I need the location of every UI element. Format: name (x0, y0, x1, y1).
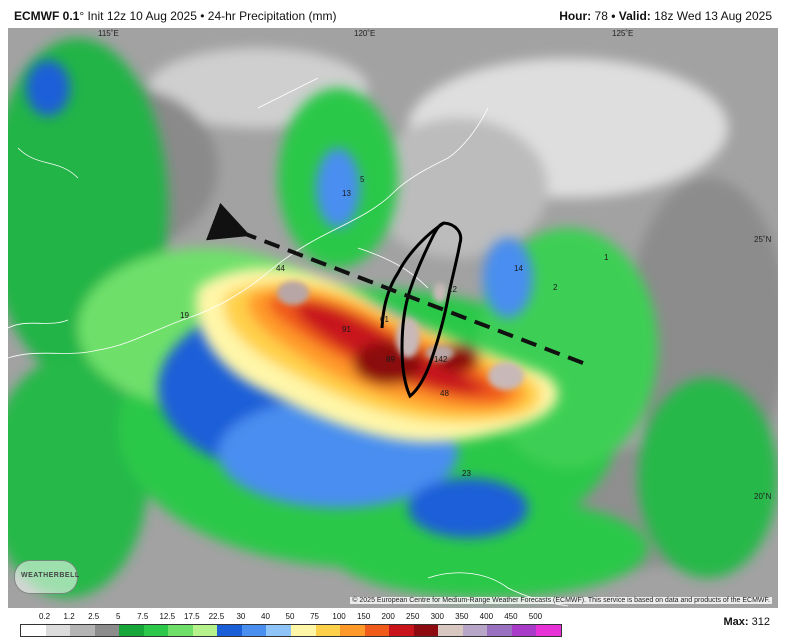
init-info: ° Init 12z 10 Aug 2025 • 24-hr Precipita… (79, 9, 337, 23)
legend-tick-label: 2.5 (88, 612, 100, 621)
legend-swatch (291, 625, 316, 636)
legend-tick-label: 17.5 (184, 612, 200, 621)
value-label-14: 14 (514, 264, 523, 273)
model-name: ECMWF 0.1 (14, 9, 80, 23)
hour-label: Hour: (559, 9, 592, 23)
legend-tick-label: 250 (406, 612, 420, 621)
legend-swatch (487, 625, 512, 636)
legend-swatch (438, 625, 463, 636)
legend-tick-label: 30 (236, 612, 246, 621)
legend-tick-label: 300 (430, 612, 444, 621)
legend-tick-label: 400 (479, 612, 494, 621)
legend-swatch (462, 625, 488, 636)
hour-value: 78 (594, 9, 608, 23)
legend-tick-label: 450 (504, 612, 518, 621)
legend-swatch (192, 625, 218, 636)
legend-tick-label: 350 (455, 612, 469, 621)
legend-swatch (413, 625, 439, 636)
value-label-13: 13 (342, 189, 351, 198)
legend-tick-label: 7.5 (137, 612, 149, 621)
legend-swatch (217, 625, 242, 636)
legend-swatch (266, 625, 292, 636)
max-value: Max: 312 (724, 616, 770, 628)
valid-label: • Valid: (611, 9, 651, 23)
value-label-5: 5 (360, 175, 365, 184)
value-label-19: 19 (180, 311, 189, 320)
header-bar: ECMWF 0.1° Init 12z 10 Aug 2025 • 24-hr … (0, 0, 786, 28)
value-label-1: 1 (604, 253, 609, 262)
precipitation-map: 115˚E 120˚E 125˚E 25˚N 20˚N 44 61 91 142… (8, 28, 778, 608)
legend-swatch (143, 625, 169, 636)
legend-swatch (536, 625, 562, 636)
storm-track-arrow (205, 202, 584, 365)
legend-tick-label: 1.2 (63, 612, 75, 621)
valid-value: 18z Wed 13 Aug 2025 (654, 9, 772, 23)
map-svg: 115˚E 120˚E 125˚E 25˚N 20˚N 44 61 91 142… (8, 28, 778, 608)
legend-swatch (21, 625, 46, 636)
value-label-61: 61 (380, 315, 389, 324)
value-label-12: 12 (448, 285, 457, 294)
weatherbell-logo: WEATHERBELL (14, 560, 80, 594)
max-value-number: 312 (751, 616, 770, 628)
copyright-notice: © 2025 European Centre for Medium-Range … (350, 597, 772, 604)
legend-swatch (364, 625, 390, 636)
legend-tick-label: 12.5 (159, 612, 176, 621)
value-label-48: 48 (440, 389, 449, 398)
lat-label-20: 20˚N (754, 492, 772, 501)
color-legend: 0.2 1.2 2.5 5 7.5 12.5 17.5 22.5 30 40 50 75 100 150 2… (18, 612, 578, 642)
legend-swatch (340, 625, 365, 636)
legend-tick-labels: 0.2 1.2 2.5 5 7.5 12.5 17.5 22.5 30 40 50 75 100 150 2… (18, 612, 578, 624)
legend-swatch (168, 625, 193, 636)
value-label-23: 23 (462, 469, 471, 478)
legend-swatch (119, 625, 144, 636)
legend-swatch (511, 625, 537, 636)
legend-tick-label: 200 (381, 612, 395, 621)
legend-swatch (389, 625, 414, 636)
heavy-rain-layer (196, 268, 559, 443)
valid-info: Hour: 78 • Valid: 18z Wed 13 Aug 2025 (559, 9, 772, 23)
legend-tick-label: 5 (115, 612, 121, 621)
track-cone-left (380, 221, 445, 329)
legend-tick-label: 500 (528, 612, 543, 621)
value-label-142: 142 (434, 355, 448, 364)
legend-tick-label: 40 (261, 612, 270, 621)
value-label-89: 89 (386, 355, 395, 364)
legend-swatch (241, 625, 267, 636)
map-title: ECMWF 0.1° Init 12z 10 Aug 2025 • 24-hr … (14, 9, 336, 23)
max-label-text: Max: (723, 616, 749, 628)
lat-label-25: 25˚N (754, 235, 772, 244)
value-label-91: 91 (342, 325, 351, 334)
legend-tick-label: 75 (310, 612, 319, 621)
logo-text: WEATHERBELL (21, 572, 80, 579)
taiwan-outline (400, 221, 463, 399)
value-label-2: 2 (553, 283, 558, 292)
legend-color-bar (20, 624, 562, 637)
legend-tick-label: 100 (332, 612, 346, 621)
legend-tick-label: 150 (356, 612, 371, 621)
legend-swatch (315, 625, 341, 636)
legend-swatch (45, 625, 71, 636)
lon-label-115: 115˚E (98, 29, 119, 38)
legend-swatch (70, 625, 95, 636)
legend-tick-label: 50 (285, 612, 295, 621)
value-label-44: 44 (276, 264, 285, 273)
legend-swatch (94, 625, 120, 636)
legend-tick-label: 22.5 (208, 612, 225, 621)
lon-label-120: 120˚E (354, 29, 375, 38)
legend-tick-label: 0.2 (38, 612, 51, 621)
lon-label-125: 125˚E (612, 29, 633, 38)
